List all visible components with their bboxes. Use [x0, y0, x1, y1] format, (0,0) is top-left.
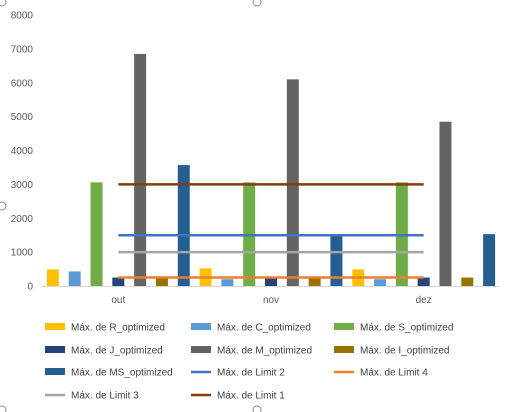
- legend-label: Máx. de M_optimized: [217, 346, 312, 357]
- y-tick-label: 5000: [11, 112, 34, 123]
- bar: [221, 279, 234, 286]
- legend-swatch: [45, 368, 65, 375]
- bar: [417, 277, 430, 286]
- y-tick-label: 6000: [11, 78, 34, 89]
- x-category-label: dez: [416, 295, 432, 306]
- resize-handle-left[interactable]: [0, 201, 7, 211]
- bar: [374, 279, 387, 286]
- legend-label: Máx. de I_optimized: [360, 346, 450, 357]
- resize-handle-top-left[interactable]: [0, 0, 7, 7]
- bar: [308, 277, 321, 286]
- bar: [330, 235, 343, 286]
- bar: [265, 277, 277, 286]
- legend-label: Máx. de C_optimized: [217, 323, 311, 334]
- legend-label: Máx. de Limit 1: [217, 391, 285, 402]
- y-tick-label: 1000: [11, 248, 34, 259]
- x-category-label: nov: [263, 295, 279, 306]
- y-tick-label: 3000: [11, 180, 34, 191]
- legend-label: Máx. de Limit 2: [217, 368, 285, 379]
- selection-handles[interactable]: [0, 0, 262, 412]
- bar: [134, 53, 147, 286]
- y-tick-label: 7000: [11, 44, 34, 55]
- bar: [90, 182, 103, 286]
- bar: [483, 234, 496, 286]
- legend-label: Máx. de MS_optimized: [71, 368, 173, 379]
- y-tick-label: 2000: [11, 214, 34, 225]
- y-tick-label: 0: [27, 282, 33, 293]
- x-axis: out nov dez: [42, 286, 500, 306]
- resize-handle-top[interactable]: [252, 0, 262, 7]
- x-category-label: out: [111, 295, 125, 306]
- legend-swatch: [191, 346, 211, 353]
- legend: Máx. de R_optimized Máx. de C_optimized Má…: [45, 323, 453, 402]
- bar: [461, 277, 474, 286]
- y-tick-label: 4000: [11, 146, 34, 157]
- legend-swatch: [334, 346, 354, 353]
- bar: [177, 165, 190, 286]
- legend-label: Máx. de R_optimized: [71, 323, 165, 334]
- legend-swatch: [191, 323, 211, 330]
- bar: [286, 79, 299, 286]
- legend-label: Máx. de Limit 3: [71, 391, 139, 402]
- legend-label: Máx. de Limit 4: [360, 368, 428, 379]
- bar: [46, 269, 59, 286]
- legend-label: Máx. de J_optimized: [71, 346, 163, 357]
- bar: [68, 271, 81, 286]
- legend-swatch: [45, 346, 65, 353]
- bar: [439, 121, 452, 286]
- resize-handle-bottom[interactable]: [252, 405, 262, 412]
- legend-label: Máx. de S_optimized: [360, 323, 453, 334]
- resize-handle-bottom-left[interactable]: [0, 405, 7, 412]
- limit-lines: [118, 183, 424, 279]
- bar: [112, 277, 125, 286]
- legend-swatch: [45, 323, 65, 330]
- y-axis: 0 1000 2000 3000 4000 5000 6000 7000 8000: [11, 11, 34, 293]
- y-tick-label: 8000: [11, 11, 34, 22]
- legend-swatch: [334, 323, 354, 330]
- bar: [155, 277, 168, 286]
